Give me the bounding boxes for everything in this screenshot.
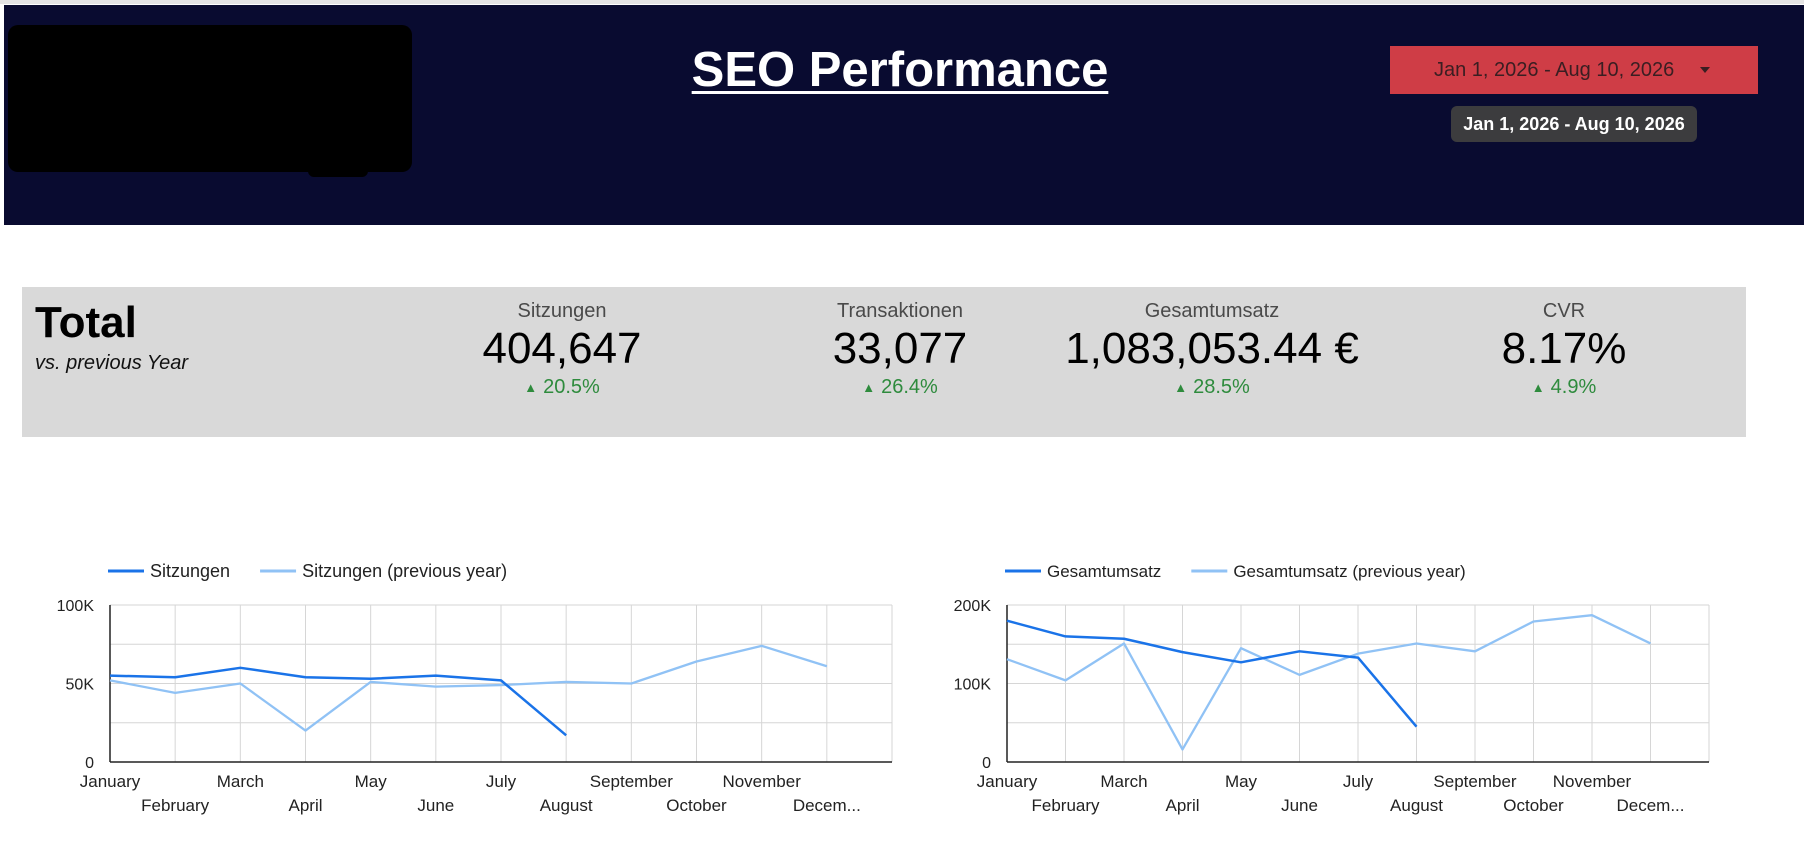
kpi-label: Transaktionen: [837, 300, 963, 322]
x-tick-label: Decem...: [1616, 796, 1684, 815]
kpi-value: 1,083,053.44 €: [1065, 324, 1359, 373]
kpi-panel: [22, 287, 1746, 437]
kpi-value: 33,077: [832, 324, 968, 373]
arrow-up-icon: ▲: [524, 380, 538, 395]
date-range-label: Jan 1, 2026 - Aug 10, 2026: [1434, 59, 1674, 81]
kpi-change: ▲ 20.5%: [382, 374, 742, 400]
kpi-cvr: CVR 8.17% ▲ 4.9%: [1384, 298, 1744, 400]
x-tick-label: February: [1031, 796, 1100, 815]
x-tick-label: September: [1433, 772, 1516, 791]
x-tick-label: June: [417, 796, 454, 815]
kpi-change-value: 20.5%: [543, 376, 600, 398]
date-range-tooltip: Jan 1, 2026 - Aug 10, 2026: [1451, 106, 1697, 142]
kpi-transaktionen: Transaktionen 33,077 ▲ 26.4%: [720, 298, 1080, 400]
kpi-value: 8.17%: [1501, 324, 1627, 373]
chevron-down-icon: [1700, 67, 1710, 73]
kpi-change-value: 26.4%: [881, 376, 938, 398]
x-tick-label: June: [1281, 796, 1318, 815]
x-tick-label: October: [1503, 796, 1564, 815]
y-tick-label: 50K: [66, 677, 95, 694]
arrow-up-icon: ▲: [1531, 380, 1545, 395]
kpi-change: ▲ 4.9%: [1384, 374, 1744, 400]
x-tick-label: November: [722, 772, 801, 791]
legend-label: Sitzungen: [150, 561, 230, 581]
y-tick-label: 200K: [954, 598, 992, 615]
series-line-current: [1006, 619, 1418, 728]
y-tick-label: 100K: [954, 677, 992, 694]
x-tick-label: November: [1553, 772, 1632, 791]
kpi-label: Sitzungen: [517, 300, 607, 322]
arrow-up-icon: ▲: [1174, 380, 1188, 395]
kpi-heading: Total: [35, 298, 137, 347]
kpi-change: ▲ 26.4%: [720, 374, 1080, 400]
x-tick-label: July: [1343, 772, 1374, 791]
logo-redacted: [8, 25, 412, 177]
date-range-picker[interactable]: Jan 1, 2026 - Aug 10, 2026: [1390, 46, 1758, 94]
arrow-up-icon: ▲: [862, 380, 876, 395]
chart-grid: [1006, 604, 1710, 763]
x-tick-label: July: [486, 772, 517, 791]
kpi-label: CVR: [1542, 300, 1586, 322]
x-tick-label: February: [141, 796, 210, 815]
kpi-gesamtumsatz: Gesamtumsatz 1,083,053.44 € ▲ 28.5%: [1032, 298, 1392, 400]
x-tick-label: March: [1100, 772, 1147, 791]
x-tick-label: April: [288, 796, 322, 815]
x-tick-label: August: [540, 796, 593, 815]
x-tick-label: August: [1390, 796, 1443, 815]
legend-label: Gesamtumsatz: [1047, 562, 1161, 581]
kpi-value: 404,647: [482, 324, 642, 373]
x-tick-label: October: [666, 796, 727, 815]
x-tick-label: April: [1165, 796, 1199, 815]
x-tick-label: September: [590, 772, 673, 791]
legend-label: Gesamtumsatz (previous year): [1233, 562, 1465, 581]
series-line-previous: [1006, 614, 1652, 751]
page-title: SEO Performance: [691, 43, 1109, 97]
series-line-previous: [109, 644, 828, 732]
kpi-change-value: 4.9%: [1550, 376, 1597, 398]
chart-grid: [109, 604, 893, 763]
x-tick-label: January: [977, 772, 1038, 791]
kpi-label: Gesamtumsatz: [1144, 300, 1280, 322]
kpi-change: ▲ 28.5%: [1032, 374, 1392, 400]
x-tick-label: May: [1225, 772, 1258, 791]
series-line-current: [109, 666, 567, 737]
kpi-sitzungen: Sitzungen 404,647 ▲ 20.5%: [382, 298, 742, 400]
x-tick-label: March: [217, 772, 264, 791]
y-tick-label: 100K: [57, 598, 95, 615]
legend-label: Sitzungen (previous year): [302, 561, 507, 581]
y-tick-label: 0: [85, 755, 94, 772]
top-border: [0, 0, 1804, 4]
kpi-change-value: 28.5%: [1193, 376, 1250, 398]
x-tick-label: Decem...: [793, 796, 861, 815]
y-tick-label: 0: [982, 755, 991, 772]
kpi-subheading: vs. previous Year: [35, 352, 189, 374]
x-tick-label: January: [80, 772, 141, 791]
x-tick-label: May: [355, 772, 388, 791]
